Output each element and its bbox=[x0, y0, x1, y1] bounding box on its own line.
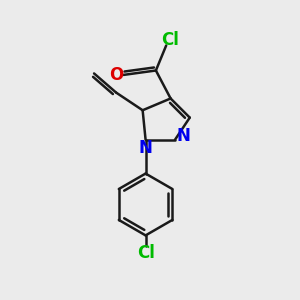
Text: N: N bbox=[176, 127, 190, 145]
Text: Cl: Cl bbox=[161, 31, 179, 49]
Text: O: O bbox=[109, 66, 123, 84]
Text: Cl: Cl bbox=[136, 244, 154, 262]
Text: N: N bbox=[138, 139, 152, 157]
